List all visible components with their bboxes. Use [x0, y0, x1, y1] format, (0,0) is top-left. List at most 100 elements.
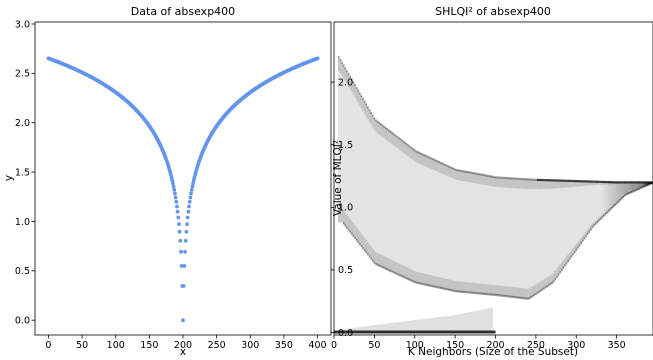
heatmap-cell [557, 211, 560, 220]
heatmap-lower-edge [405, 277, 408, 280]
heatmap-cell [338, 112, 340, 126]
heatmap-cell [467, 222, 469, 233]
heatmap-cell [536, 189, 539, 199]
heatmap-cluster-cell [402, 321, 405, 333]
heatmap-cell [565, 249, 568, 257]
heatmap-upper-edge [434, 159, 437, 162]
heatmap-cell [543, 261, 545, 271]
heatmap-upper-edge [514, 177, 516, 180]
heatmap-cell [480, 273, 482, 284]
heatmap-cell [460, 241, 463, 252]
heatmap-cell [352, 94, 355, 108]
heatmap-cell [441, 173, 444, 185]
heatmap-cell [412, 193, 414, 205]
heatmap-cell [527, 268, 529, 279]
heatmap-cell [425, 177, 427, 189]
heatmap-cell [585, 217, 587, 223]
heatmap-cell [438, 203, 440, 215]
heatmap-upper-edge [627, 181, 629, 184]
heatmap-cell [625, 183, 628, 185]
heatmap-cell [572, 235, 574, 243]
heatmap-cell [338, 125, 340, 140]
heatmap-lower-edge [426, 284, 429, 287]
heatmap-lower-edge [462, 290, 465, 294]
heatmap-cell [347, 99, 350, 113]
scatter-x-label: x [180, 346, 186, 358]
heatmap-lower-edge [562, 266, 565, 269]
heatmap-lower-edge [494, 293, 497, 297]
heatmap-cell [551, 205, 553, 215]
heatmap-cell [551, 231, 553, 241]
heatmap-cell [443, 247, 445, 258]
heatmap-cell [370, 222, 372, 235]
heatmap-cell [441, 246, 444, 257]
heatmap-upper-edge [397, 136, 400, 140]
scatter-point [188, 195, 193, 200]
heatmap-upper-edge [560, 179, 563, 182]
heatmap-cluster-cell [420, 319, 423, 333]
heatmap-cell [572, 217, 574, 224]
heatmap-cell [614, 203, 616, 205]
heatmap-cell [502, 226, 505, 237]
heatmap-title: SHLQI² of absexp400 [435, 5, 551, 18]
heatmap-cell [510, 257, 513, 268]
heatmap-upper-edge [606, 180, 608, 184]
heatmap-cell [417, 152, 419, 163]
heatmap-cell [644, 184, 647, 185]
heatmap-lower-edge [581, 239, 584, 242]
heatmap-lower-edge [572, 253, 574, 256]
heatmap-cell [399, 150, 402, 162]
heatmap-cell [525, 248, 528, 259]
heatmap-upper-edge [439, 161, 442, 164]
heatmap-cell [460, 211, 463, 222]
heatmap-cell [527, 248, 529, 259]
heatmap-cell [386, 187, 389, 200]
scatter-point [181, 284, 186, 288]
heatmap-cell [341, 195, 343, 210]
heatmap-cell [480, 214, 482, 225]
heatmap-upper-edge [363, 100, 366, 103]
heatmap-cell [569, 219, 571, 227]
heatmap-cell [344, 68, 347, 82]
heatmap-cell [396, 228, 398, 240]
heatmap-cell [497, 226, 500, 237]
heatmap-cell [501, 187, 503, 198]
heatmap-cell [630, 189, 633, 191]
heatmap-lower-edge [640, 186, 642, 190]
heatmap-upper-edge [478, 173, 481, 176]
heatmap-cell [567, 254, 570, 262]
heatmap-cell [606, 189, 608, 193]
heatmap-upper-edge [392, 133, 395, 136]
heatmap-cell [502, 266, 505, 277]
heatmap-cell [422, 240, 424, 252]
heatmap-cell [439, 183, 442, 194]
heatmap-upper-edge [413, 149, 416, 152]
heatmap-cell [338, 181, 340, 195]
heatmap-cell [465, 272, 468, 283]
heatmap-cell [368, 122, 371, 135]
heatmap-cell [347, 112, 350, 126]
heatmap-cell [628, 184, 631, 186]
heatmap-cell [394, 181, 397, 193]
heatmap-cell [371, 115, 374, 128]
heatmap-cell [588, 193, 591, 199]
heatmap-lower-edge [641, 186, 644, 189]
heatmap-cell [428, 189, 431, 201]
heatmap-cell [434, 213, 437, 224]
heatmap-cell [488, 244, 490, 255]
heatmap-cell [405, 177, 408, 189]
heatmap-cell [632, 184, 634, 186]
heatmap-cell [538, 198, 540, 208]
heatmap-cell [344, 173, 347, 187]
heatmap-cell [425, 263, 427, 274]
heatmap-cell [397, 137, 400, 150]
scatter-point [178, 238, 183, 243]
heatmap-upper-edge [620, 181, 623, 184]
heatmap-cell [349, 128, 351, 142]
heatmap-cell [562, 245, 565, 254]
heatmap-lower-edge [648, 183, 650, 186]
heatmap-cluster-cell [426, 318, 429, 333]
heatmap-cell [594, 206, 597, 210]
heatmap-cell [446, 196, 448, 207]
heatmap-cell [497, 285, 500, 296]
